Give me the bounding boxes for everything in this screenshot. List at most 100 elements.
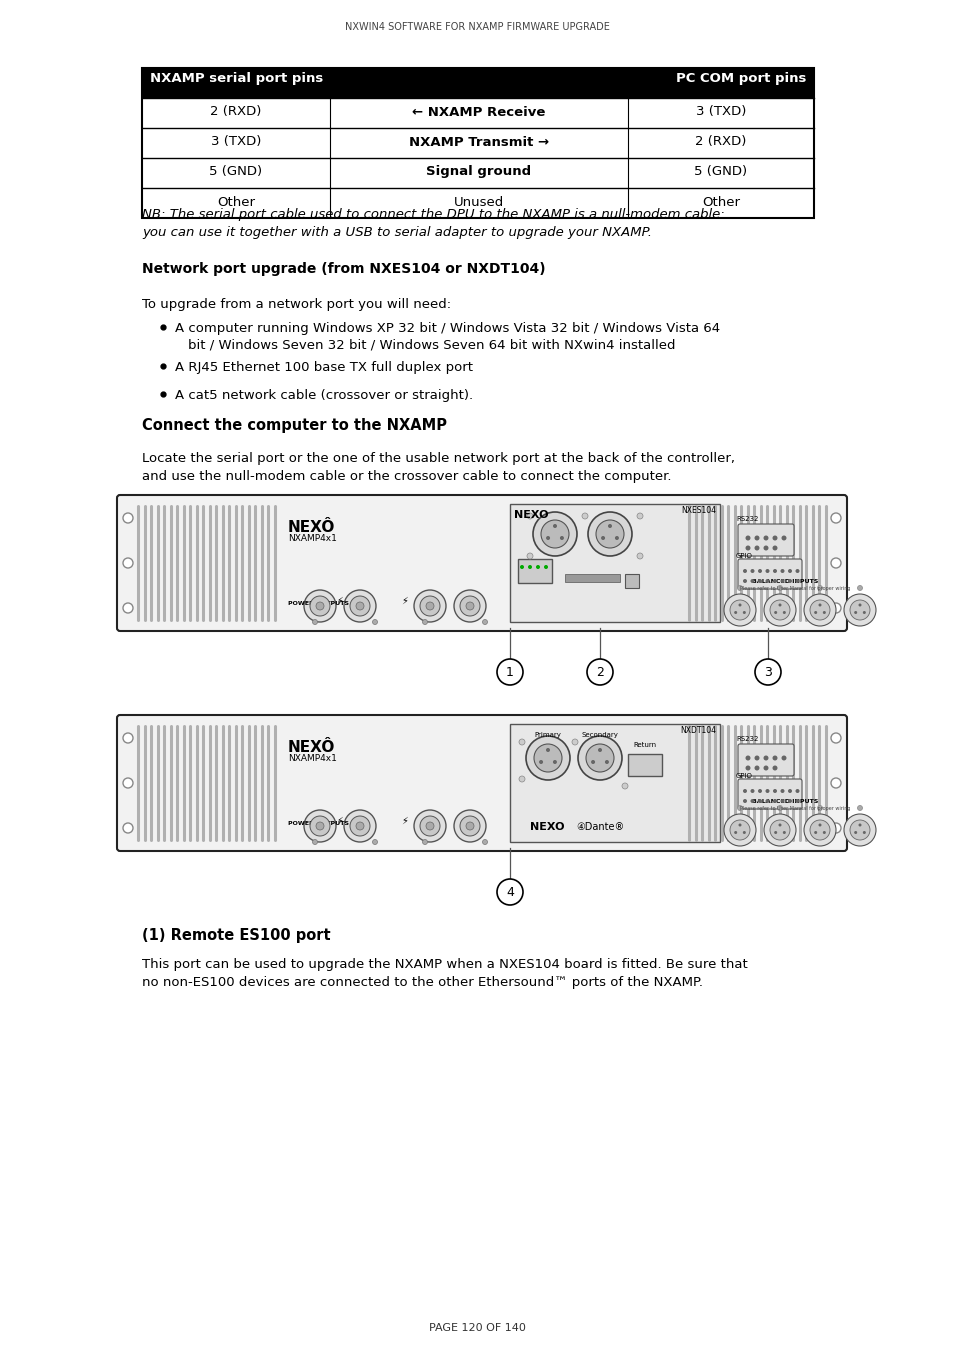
FancyBboxPatch shape — [117, 494, 846, 631]
Circle shape — [553, 761, 557, 765]
Circle shape — [862, 831, 865, 834]
Circle shape — [822, 611, 825, 613]
Text: BALANCED INPUTS: BALANCED INPUTS — [751, 798, 818, 804]
Text: Please refer to User Manual for proper wiring: Please refer to User Manual for proper w… — [740, 586, 850, 590]
Circle shape — [778, 604, 781, 607]
Circle shape — [763, 594, 795, 626]
Circle shape — [803, 594, 835, 626]
Circle shape — [742, 789, 746, 793]
Text: ⚡: ⚡ — [401, 816, 408, 825]
Circle shape — [853, 831, 857, 834]
Circle shape — [533, 512, 577, 557]
Text: GPIO: GPIO — [735, 773, 752, 780]
Circle shape — [773, 611, 777, 613]
Circle shape — [355, 821, 364, 830]
Circle shape — [764, 569, 769, 573]
Circle shape — [744, 755, 750, 761]
Text: (1) Remote ES100 port: (1) Remote ES100 port — [142, 928, 331, 943]
Circle shape — [123, 513, 132, 523]
Circle shape — [526, 553, 533, 559]
Text: Signal ground: Signal ground — [426, 166, 531, 178]
Text: NXAMP serial port pins: NXAMP serial port pins — [150, 72, 323, 85]
Circle shape — [822, 831, 825, 834]
Circle shape — [585, 744, 614, 771]
Circle shape — [738, 824, 740, 827]
Circle shape — [581, 513, 587, 519]
Circle shape — [857, 585, 862, 590]
Circle shape — [781, 755, 785, 761]
Circle shape — [762, 766, 768, 770]
Circle shape — [591, 761, 595, 765]
Text: NEXO: NEXO — [530, 821, 564, 832]
Circle shape — [830, 734, 841, 743]
Circle shape — [526, 513, 533, 519]
Text: Locate the serial port or the one of the usable network port at the back of the : Locate the serial port or the one of the… — [142, 453, 734, 465]
Text: Other: Other — [701, 196, 740, 208]
Text: A RJ45 Ethernet 100 base TX full duplex port: A RJ45 Ethernet 100 base TX full duplex … — [174, 361, 473, 374]
Circle shape — [818, 824, 821, 827]
Circle shape — [787, 580, 791, 584]
Circle shape — [497, 880, 522, 905]
Text: 5 (GND): 5 (GND) — [210, 166, 262, 178]
Circle shape — [350, 816, 370, 836]
Circle shape — [525, 736, 569, 780]
Circle shape — [781, 535, 785, 540]
Circle shape — [772, 798, 776, 802]
Circle shape — [621, 784, 627, 789]
Circle shape — [422, 839, 427, 844]
Circle shape — [414, 811, 446, 842]
Text: NXAMP Transmit →: NXAMP Transmit → — [409, 135, 549, 149]
Circle shape — [723, 594, 755, 626]
Circle shape — [763, 815, 795, 846]
Text: Return: Return — [633, 742, 656, 748]
Text: Secondary: Secondary — [581, 732, 618, 738]
FancyBboxPatch shape — [738, 780, 801, 809]
Circle shape — [123, 734, 132, 743]
Circle shape — [764, 798, 769, 802]
Text: 3: 3 — [763, 666, 771, 678]
Text: 2 (RXD): 2 (RXD) — [210, 105, 261, 119]
Text: BALANCED INPUTS: BALANCED INPUTS — [751, 580, 818, 584]
Circle shape — [772, 546, 777, 550]
Circle shape — [758, 789, 761, 793]
Text: Connect the computer to the NXAMP: Connect the computer to the NXAMP — [142, 417, 447, 434]
Text: 1: 1 — [505, 666, 514, 678]
Circle shape — [830, 513, 841, 523]
Text: To upgrade from a network port you will need:: To upgrade from a network port you will … — [142, 299, 451, 311]
Text: ← NXAMP Receive: ← NXAMP Receive — [412, 105, 545, 119]
Circle shape — [426, 821, 434, 830]
Circle shape — [497, 659, 522, 685]
Circle shape — [830, 823, 841, 834]
Text: Please refer to User Manual for proper wiring: Please refer to User Manual for proper w… — [740, 807, 850, 811]
Circle shape — [350, 596, 370, 616]
FancyBboxPatch shape — [738, 744, 793, 775]
Text: Unused: Unused — [454, 196, 503, 208]
Circle shape — [465, 603, 474, 611]
Text: PC COM port pins: PC COM port pins — [675, 72, 805, 85]
Circle shape — [545, 748, 550, 753]
Circle shape — [344, 811, 375, 842]
Bar — [142, 68, 813, 218]
Bar — [142, 68, 813, 99]
Text: RS232: RS232 — [735, 736, 758, 742]
Circle shape — [795, 789, 799, 793]
Circle shape — [787, 798, 791, 802]
Circle shape — [422, 620, 427, 624]
Circle shape — [742, 580, 746, 584]
Circle shape — [315, 603, 324, 611]
Circle shape — [858, 604, 861, 607]
FancyBboxPatch shape — [738, 559, 801, 589]
Text: NXES104: NXES104 — [680, 507, 716, 515]
Circle shape — [758, 569, 761, 573]
Circle shape — [123, 603, 132, 613]
Text: ⚡: ⚡ — [336, 596, 343, 607]
Circle shape — [772, 535, 777, 540]
Circle shape — [780, 569, 783, 573]
Circle shape — [734, 611, 737, 613]
Circle shape — [344, 590, 375, 621]
Circle shape — [857, 805, 862, 811]
Circle shape — [754, 659, 781, 685]
Circle shape — [813, 831, 817, 834]
Circle shape — [762, 546, 768, 550]
Circle shape — [853, 611, 857, 613]
